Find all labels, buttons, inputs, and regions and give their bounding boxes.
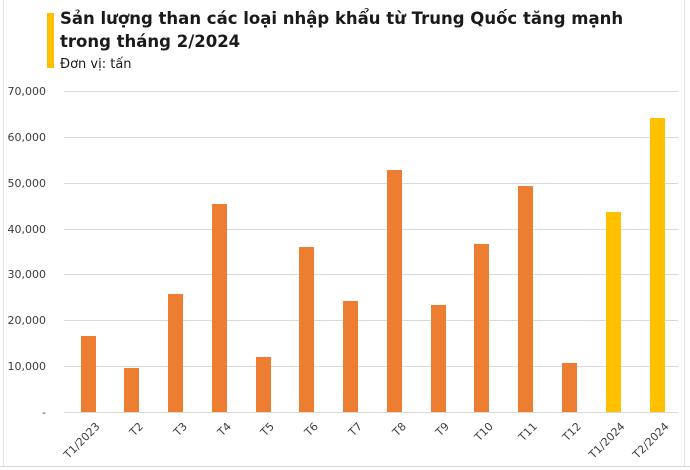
x-axis-label: T5 (258, 420, 278, 439)
y-axis-tick-label: 70,000 (7, 85, 47, 98)
x-axis-label: T2/2024 (629, 420, 672, 462)
x-axis-label: T2 (127, 420, 147, 439)
bar-T11 (518, 185, 534, 412)
chart-title-line-2: trong tháng 2/2024 (60, 32, 241, 51)
x-axis-label: T11 (516, 420, 540, 444)
chart-title-line-1: Sản lượng than các loại nhập khẩu từ Tru… (60, 9, 624, 28)
gridline (64, 412, 678, 413)
bar-T5 (255, 357, 271, 412)
x-axis-label: T4 (214, 420, 234, 439)
bar-T1/2024 (605, 211, 621, 412)
bar-T8 (386, 170, 402, 412)
y-axis-tick-label: 40,000 (7, 223, 47, 236)
bar-T1/2023 (80, 336, 96, 412)
gridline (64, 137, 678, 138)
chart-title: Sản lượng than các loại nhập khẩu từ Tru… (60, 7, 680, 53)
x-axis-label: T1/2024 (586, 420, 628, 462)
y-axis-tick-label: 30,000 (7, 268, 47, 281)
gridline (64, 183, 678, 184)
gridline (64, 366, 678, 367)
gridline (64, 274, 678, 275)
x-axis-label: T9 (433, 420, 453, 439)
x-axis-label: T3 (170, 420, 190, 439)
y-axis-tick-label: - (42, 406, 46, 419)
gridline (64, 320, 678, 321)
bar-T4 (211, 204, 227, 412)
gridline (64, 91, 678, 92)
x-axis-label: T12 (559, 420, 584, 444)
bar-T9 (430, 304, 446, 412)
x-axis-label: T6 (302, 420, 322, 439)
gridline (64, 229, 678, 230)
right-border-line (684, 0, 685, 466)
bar-T7 (343, 300, 359, 412)
y-axis-tick-label: 10,000 (7, 360, 47, 373)
bar-T2 (124, 368, 140, 412)
bar-T10 (474, 243, 490, 412)
x-axis-label: T1/2023 (60, 420, 103, 462)
title-accent-bar (47, 13, 54, 68)
x-axis-label: T8 (389, 420, 409, 439)
bar-T3 (168, 294, 183, 412)
y-axis-tick-label: 50,000 (7, 177, 47, 190)
x-axis-label: T10 (472, 420, 497, 444)
x-axis-label: T7 (345, 420, 365, 439)
left-border-line (3, 0, 4, 466)
bar-T12 (562, 362, 577, 412)
y-axis-tick-label: 60,000 (7, 131, 47, 144)
unit-label: Đơn vị: tấn (60, 57, 132, 72)
y-axis-tick-label: 20,000 (7, 314, 47, 327)
bottom-border-line (0, 466, 690, 467)
bar-T6 (299, 247, 315, 412)
bar-T2/2024 (649, 118, 665, 412)
